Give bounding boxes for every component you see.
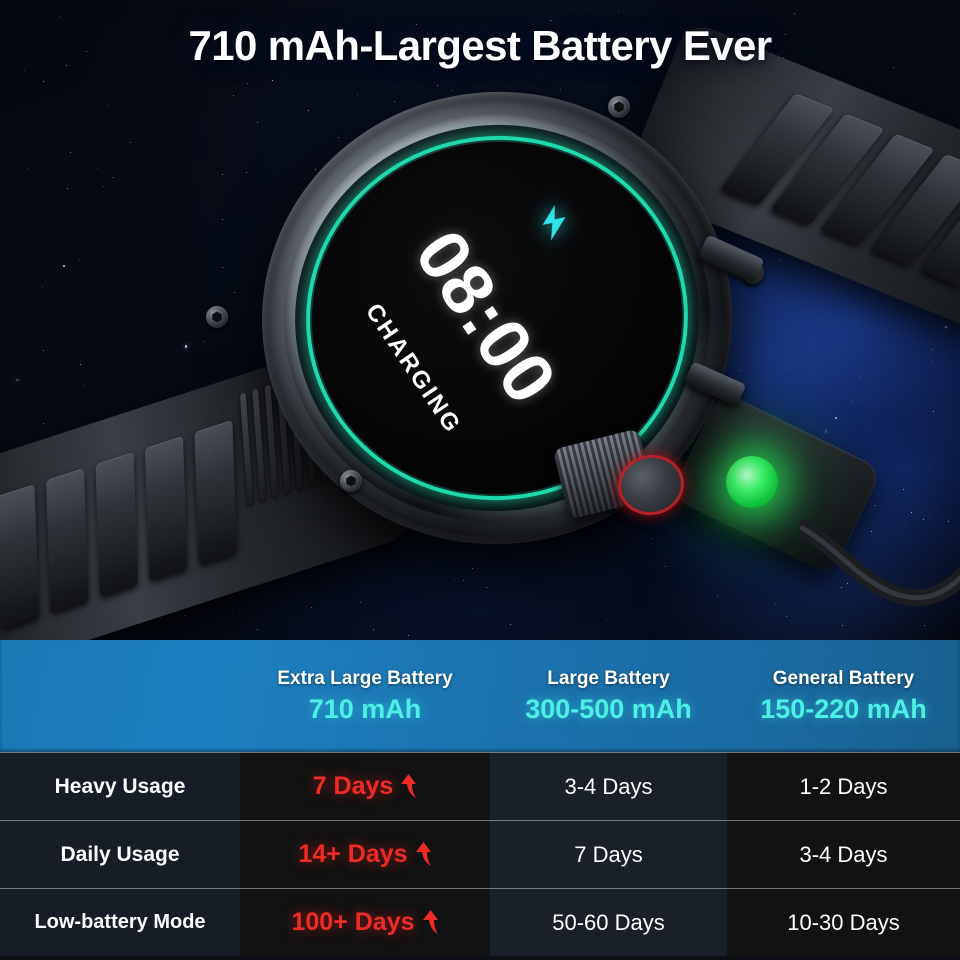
cell-value: 100+ Days (291, 908, 415, 936)
lightning-bolt-icon (542, 205, 566, 241)
table-header-col-1: Extra Large Battery 710 mAh (240, 668, 490, 725)
column-label: General Battery (772, 667, 915, 689)
row-cell: 3-4 Days (490, 753, 727, 820)
page-title: 710 mAh-Largest Battery Ever (188, 22, 772, 69)
smartwatch-photo: 08:00 CHARGING (0, 0, 960, 645)
row-label: Heavy Usage (0, 753, 240, 820)
column-label: Extra Large Battery (277, 667, 453, 689)
row-cell: 7 Days (490, 821, 727, 888)
column-capacity: 300-500 mAh (525, 693, 692, 724)
watch-case: 08:00 CHARGING (239, 68, 755, 568)
highlight-value-wrap: 14+ Days (298, 840, 431, 869)
table-header-row: Extra Large Battery 710 mAh Large Batter… (0, 640, 960, 752)
case-screw-lower-left (340, 470, 362, 492)
case-screw-upper-right (608, 96, 630, 118)
table-header-col-2: Large Battery 300-500 mAh (490, 668, 727, 725)
highlight-value-wrap: 100+ Days (291, 908, 438, 937)
charging-led-indicator (726, 456, 778, 508)
row-cell: 50-60 Days (490, 889, 727, 956)
row-cell-highlight: 14+ Days (240, 821, 490, 888)
column-capacity: 150-220 mAh (760, 693, 927, 724)
up-arrow-icon (415, 842, 431, 866)
column-capacity: 710 mAh (308, 693, 422, 724)
row-label: Daily Usage (0, 821, 240, 888)
cell-value: 7 Days (312, 772, 394, 800)
battery-comparison-table: Extra Large Battery 710 mAh Large Batter… (0, 640, 960, 960)
row-label: Low-battery Mode (0, 889, 240, 956)
row-cell: 1-2 Days (727, 753, 960, 820)
row-cell-highlight: 100+ Days (240, 889, 490, 956)
up-arrow-icon (422, 910, 438, 934)
column-label: Large Battery (547, 667, 670, 689)
row-cell-highlight: 7 Days (240, 753, 490, 820)
watch-screen[interactable]: 08:00 CHARGING (294, 123, 700, 513)
charging-cable (800, 520, 960, 607)
table-row: Daily Usage 14+ Days 7 Days 3-4 Days (0, 820, 960, 888)
table-row: Low-battery Mode 100+ Days 50-60 Days 10… (0, 888, 960, 956)
cell-value: 14+ Days (298, 840, 408, 868)
row-cell: 10-30 Days (727, 889, 960, 956)
row-cell: 3-4 Days (727, 821, 960, 888)
table-row: Heavy Usage 7 Days 3-4 Days 1-2 Days (0, 752, 960, 820)
case-screw-upper-left (206, 306, 228, 328)
table-header-col-3: General Battery 150-220 mAh (727, 668, 960, 725)
up-arrow-icon (401, 774, 417, 798)
highlight-value-wrap: 7 Days (313, 772, 418, 801)
